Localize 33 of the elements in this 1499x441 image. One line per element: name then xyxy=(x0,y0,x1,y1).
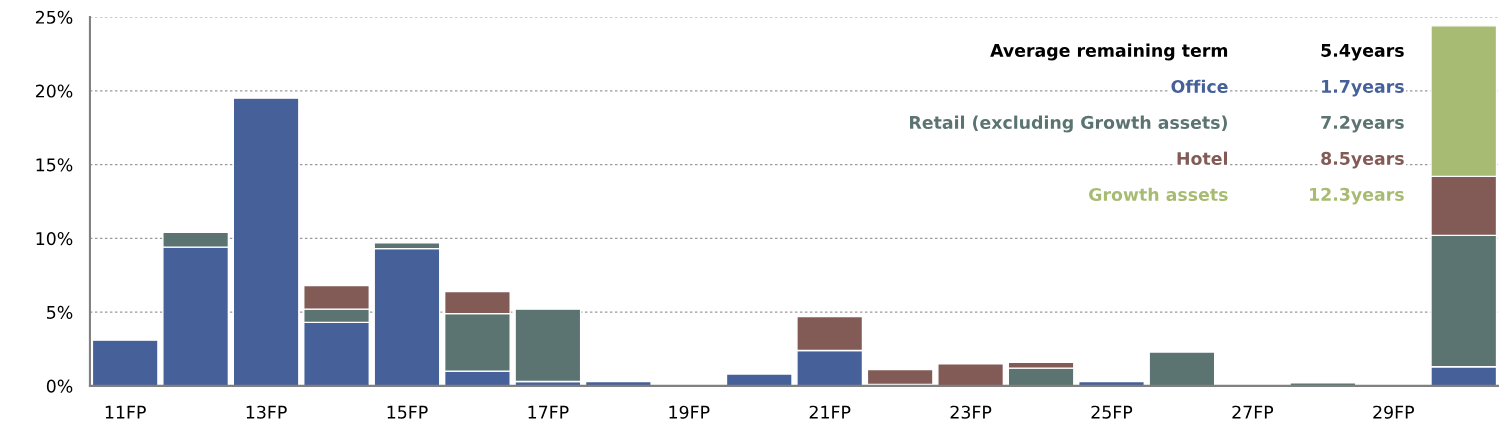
x-tick-label: 13FP xyxy=(246,405,287,419)
bar xyxy=(725,373,793,386)
text: Retail (excluding Growth assets) xyxy=(910,115,1227,133)
annotation: 1.7years xyxy=(1322,80,1404,97)
bar xyxy=(937,363,1005,386)
text: Growth assets xyxy=(1089,187,1228,202)
y-tick-label: 25% xyxy=(35,10,73,24)
bar xyxy=(1148,351,1216,386)
x-tick-label: 25FP xyxy=(1091,405,1133,419)
x-tick-label: 15FP xyxy=(387,405,428,419)
annotation: 12.3years xyxy=(1310,187,1404,205)
y-tick-label: 0% xyxy=(46,379,73,393)
bar xyxy=(91,339,159,386)
x-tick-label: 21FP xyxy=(809,405,851,419)
bar xyxy=(232,97,300,386)
x-tick-label: 11FP xyxy=(105,405,146,419)
text: Hotel xyxy=(1177,151,1227,166)
x-tick-label: 23FP xyxy=(950,405,992,419)
x-tick-label: 27FP xyxy=(1232,405,1274,419)
y-tick-label: 5% xyxy=(47,305,73,319)
x-tick-label: 19FP xyxy=(669,405,710,419)
x-tick-label: 29FP xyxy=(1373,405,1414,419)
y-tick-label: 10% xyxy=(36,232,73,246)
x-tick-label: 17FP xyxy=(528,405,569,419)
bar xyxy=(866,368,934,386)
annotation: Average remaining term xyxy=(990,43,1228,61)
annotation: 7.2years xyxy=(1321,115,1404,133)
annotation: 5.4years xyxy=(1321,44,1404,61)
text: Office xyxy=(1171,79,1228,94)
bar xyxy=(514,308,582,383)
y-tick-label: 20% xyxy=(35,84,73,98)
y-tick-label: 15% xyxy=(36,158,73,172)
annotation: 8.5years xyxy=(1321,151,1404,169)
